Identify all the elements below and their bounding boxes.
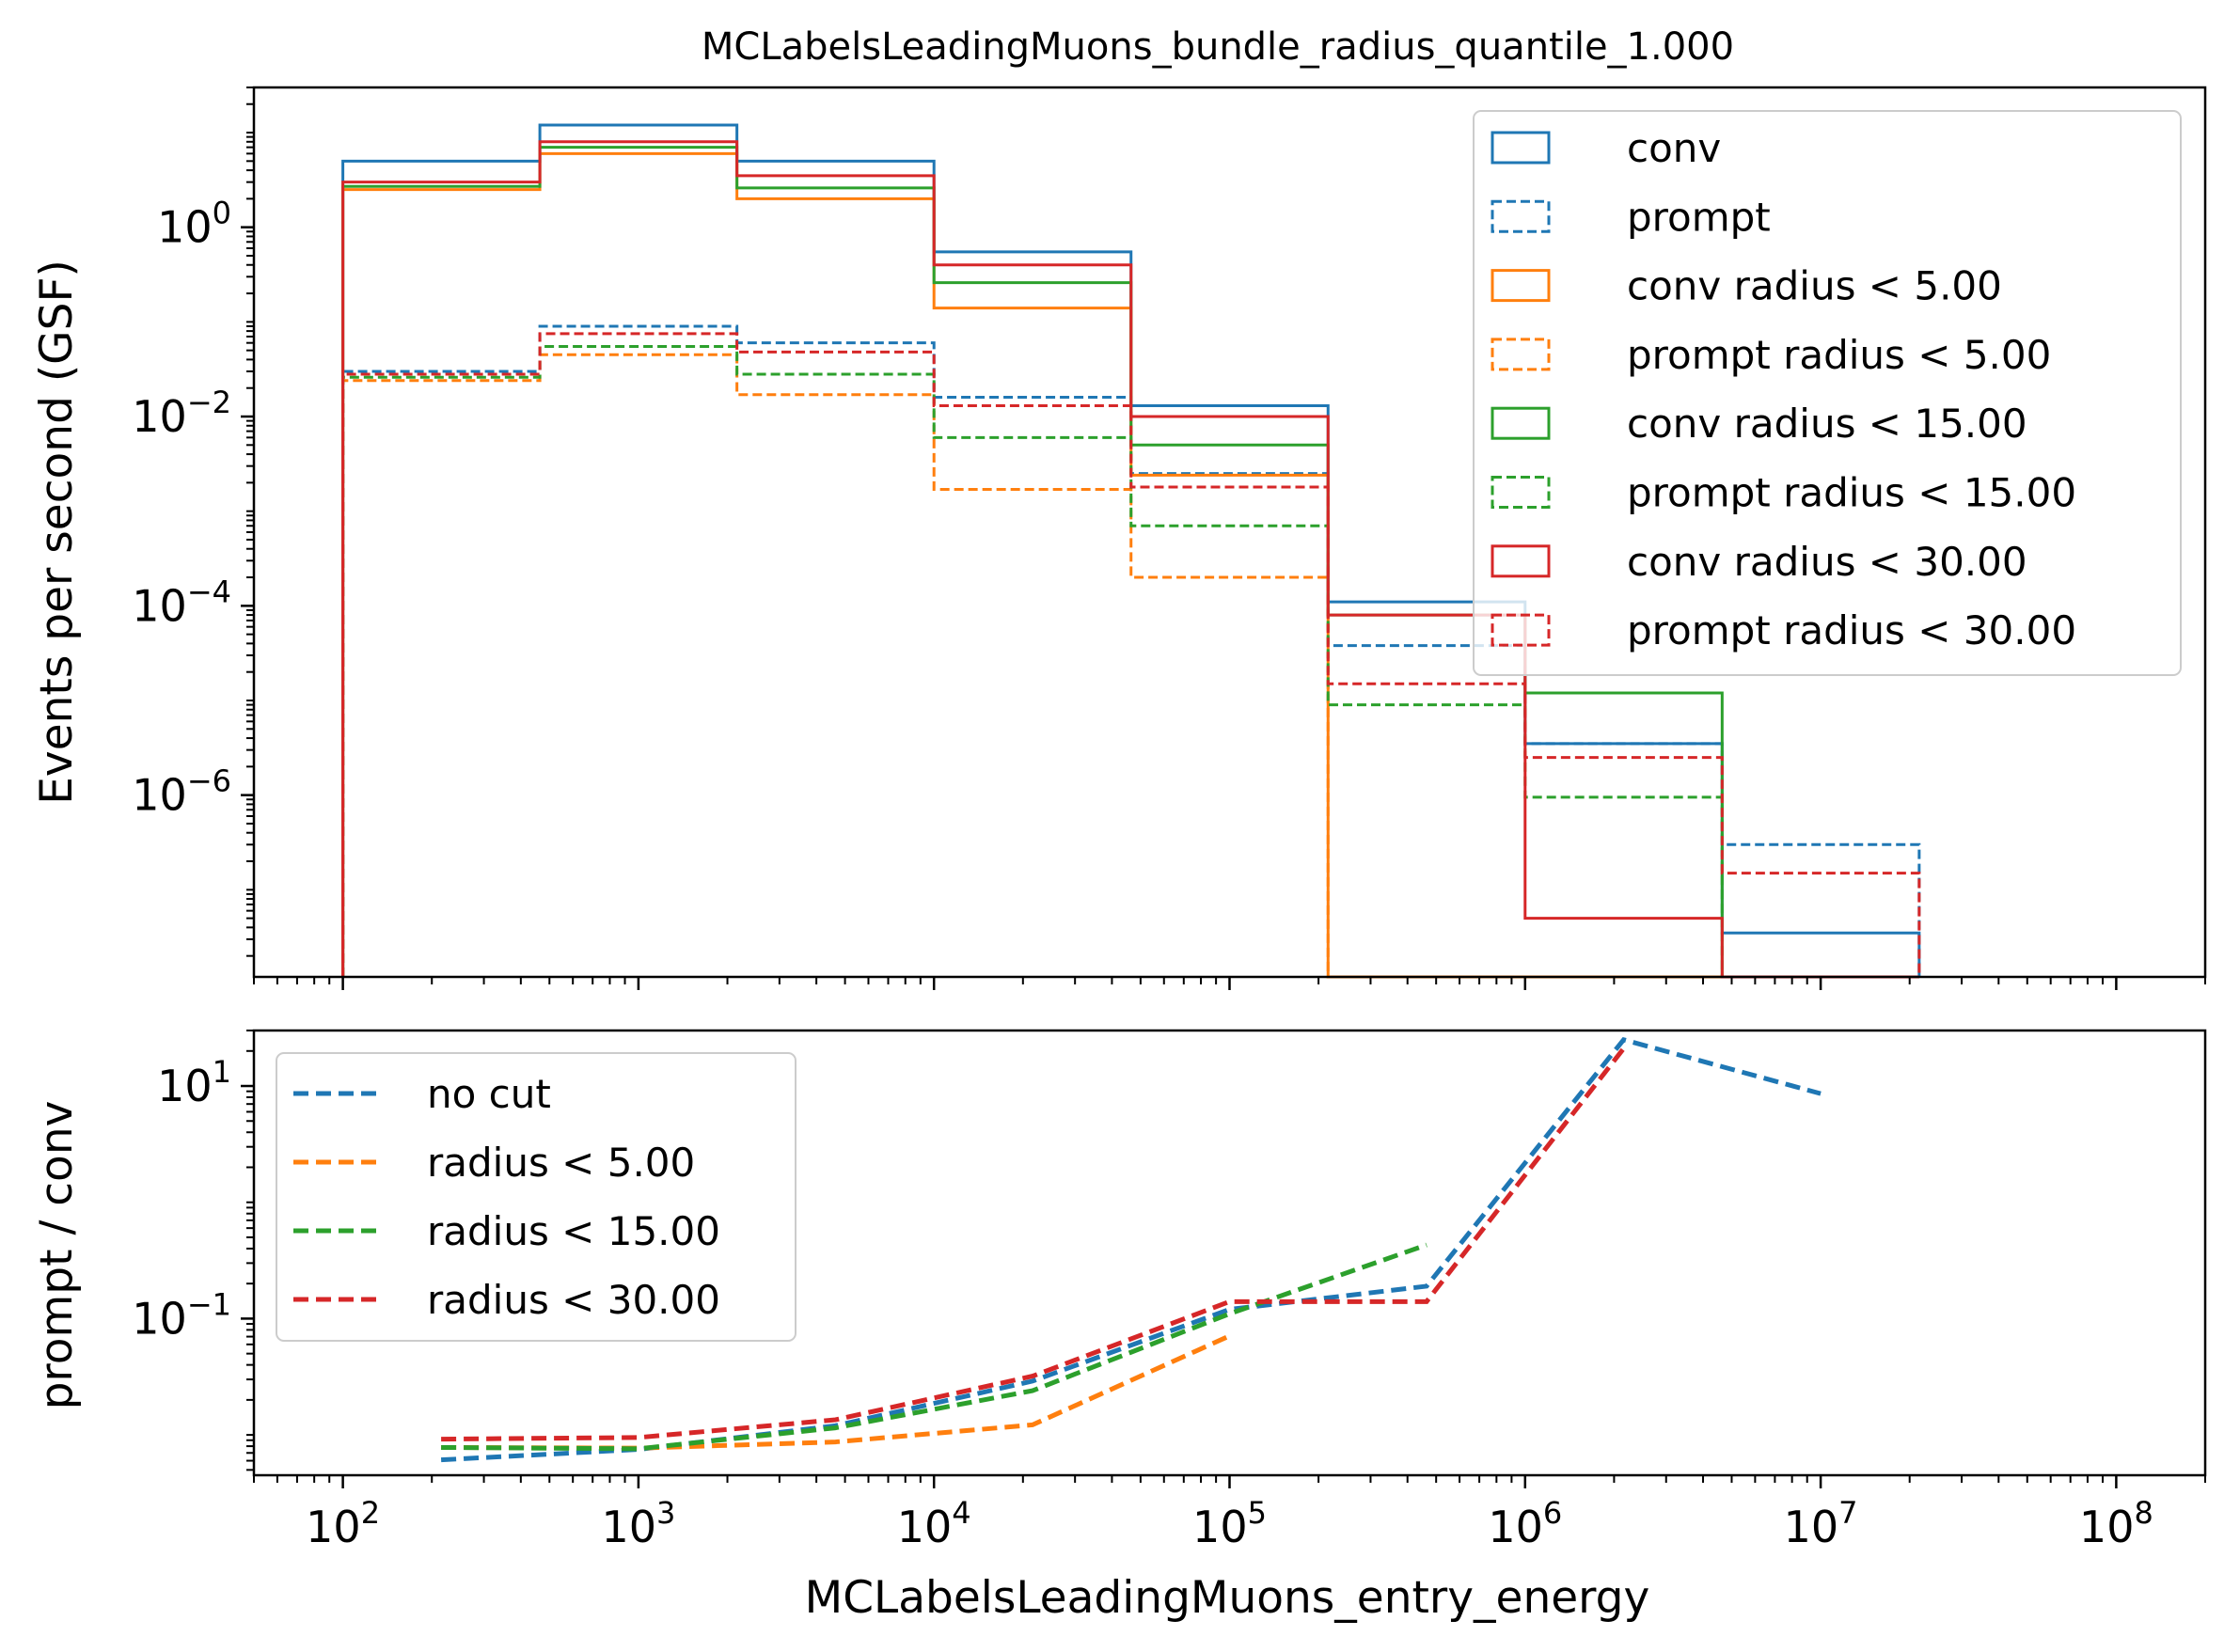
legend-swatch <box>1491 613 1551 647</box>
legend-swatch <box>1491 544 1551 578</box>
histogram-y-axis-label: Events per second (GSF) <box>31 260 83 805</box>
legend-swatch <box>1491 269 1551 303</box>
x-tick-label: 105 <box>1192 1495 1267 1552</box>
legend-swatch <box>1491 199 1551 233</box>
legend-label: prompt <box>1627 194 1771 240</box>
y-tick-label: 10−1 <box>132 1286 231 1344</box>
ratio-line-radius-5-00 <box>441 1333 1231 1451</box>
legend-label: radius < 30.00 <box>427 1277 720 1323</box>
legend-label: conv <box>1627 125 1721 171</box>
histogram-legend: conv prompt conv radius < 5.00 prompt radiu… <box>1473 110 2182 676</box>
ratio-panel: 101 10−1 102 103 104 105 106 107 108 prompt / c… <box>31 1029 2207 1624</box>
legend-swatch <box>1491 338 1551 371</box>
legend-label: no cut <box>427 1071 551 1117</box>
legend-label: radius < 5.00 <box>427 1140 695 1186</box>
ratio-legend-box <box>276 1052 797 1342</box>
ratio-plot-area <box>440 1036 1822 1463</box>
ratio-legend: no cut radius < 5.00 radius < 15.00 radius … <box>276 1052 797 1342</box>
ratio-y-axis: 101 10−1 <box>132 1030 254 1471</box>
y-tick-label: 101 <box>157 1054 231 1111</box>
x-tick-label: 102 <box>306 1495 380 1552</box>
legend-label: prompt radius < 30.00 <box>1627 607 2076 653</box>
y-tick-label: 10−2 <box>132 385 231 442</box>
hist-series-prompt-radius-30-00 <box>341 332 1921 977</box>
legend-swatch <box>1491 406 1551 440</box>
hist-series-conv-radius-30-00 <box>341 140 1919 979</box>
legend-label: conv radius < 15.00 <box>1627 401 2027 447</box>
x-tick-label: 108 <box>2079 1495 2153 1552</box>
legend-swatch <box>1491 131 1551 165</box>
histogram-legend-box <box>1473 110 2182 676</box>
x-axis-label: MCLabelsLeadingMuons_entry_energy <box>805 1572 1650 1624</box>
x-tick-label: 103 <box>601 1495 675 1552</box>
hist-series-prompt-radius-15-00 <box>341 344 1919 979</box>
legend-label: prompt radius < 5.00 <box>1627 332 2051 378</box>
y-tick-label: 10−6 <box>132 763 231 821</box>
legend-label: conv radius < 5.00 <box>1627 263 2002 309</box>
x-tick-label: 107 <box>1784 1495 1858 1552</box>
legend-label: radius < 15.00 <box>427 1208 720 1254</box>
legend-label: prompt radius < 15.00 <box>1627 470 2076 516</box>
ratio-y-axis-label: prompt / conv <box>31 1101 83 1410</box>
x-tick-label: 106 <box>1488 1495 1562 1552</box>
histogram-panel: MCLabelsLeadingMuons_bundle_radius_quant… <box>31 25 2207 990</box>
chart-title: MCLabelsLeadingMuons_bundle_radius_quant… <box>702 25 1734 69</box>
y-tick-label: 10−4 <box>132 574 231 631</box>
legend-label: conv radius < 30.00 <box>1627 539 2027 585</box>
legend-swatch <box>1491 476 1551 509</box>
histogram-x-axis <box>253 977 2206 990</box>
ratio-x-axis: 102 103 104 105 106 107 108 <box>253 1475 2206 1552</box>
x-tick-label: 104 <box>897 1495 971 1552</box>
ratio-line-radius-30-00 <box>441 1046 1626 1442</box>
histogram-y-axis: 100 10−2 10−4 10−6 <box>132 87 254 957</box>
y-tick-label: 100 <box>157 196 231 253</box>
